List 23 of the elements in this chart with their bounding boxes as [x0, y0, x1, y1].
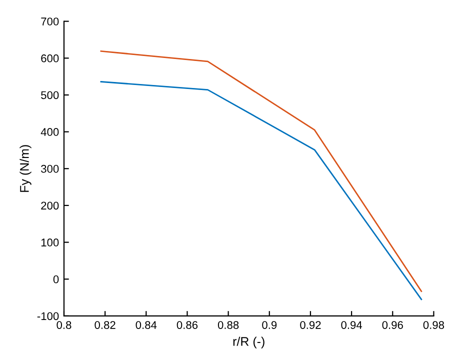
- line-series: [100, 50, 422, 292]
- y-tick-label: 500: [41, 91, 59, 100]
- x-tick-label: 0.9: [262, 321, 277, 329]
- y-tick-label: 100: [41, 238, 59, 246]
- y-axis-title: Fy (N/m): [20, 145, 32, 192]
- x-axis-title: r/R (-): [233, 336, 264, 348]
- x-tick-label: 0.8: [56, 321, 72, 329]
- x-tick-label: 0.82: [94, 321, 116, 329]
- y-tick-label: 200: [41, 202, 59, 210]
- y-tick-label: 600: [41, 54, 59, 62]
- y-tick-label: 400: [40, 128, 59, 136]
- x-tick-label: 0.92: [300, 321, 321, 329]
- y-tick-label: 0: [53, 275, 59, 284]
- x-tick-label: 0.86: [176, 321, 198, 329]
- x-tick-label: 0.94: [341, 321, 362, 329]
- y-tick-label: -100: [37, 312, 59, 320]
- x-tick-label: 0.84: [136, 321, 157, 329]
- x-tick-label: 0.98: [423, 321, 444, 329]
- y-tick-label: 300: [41, 164, 59, 173]
- x-tick-label: 0.88: [218, 321, 239, 329]
- x-tick-label: 0.96: [382, 321, 403, 329]
- line-series: [100, 81, 422, 300]
- y-tick-label: 700: [41, 18, 59, 26]
